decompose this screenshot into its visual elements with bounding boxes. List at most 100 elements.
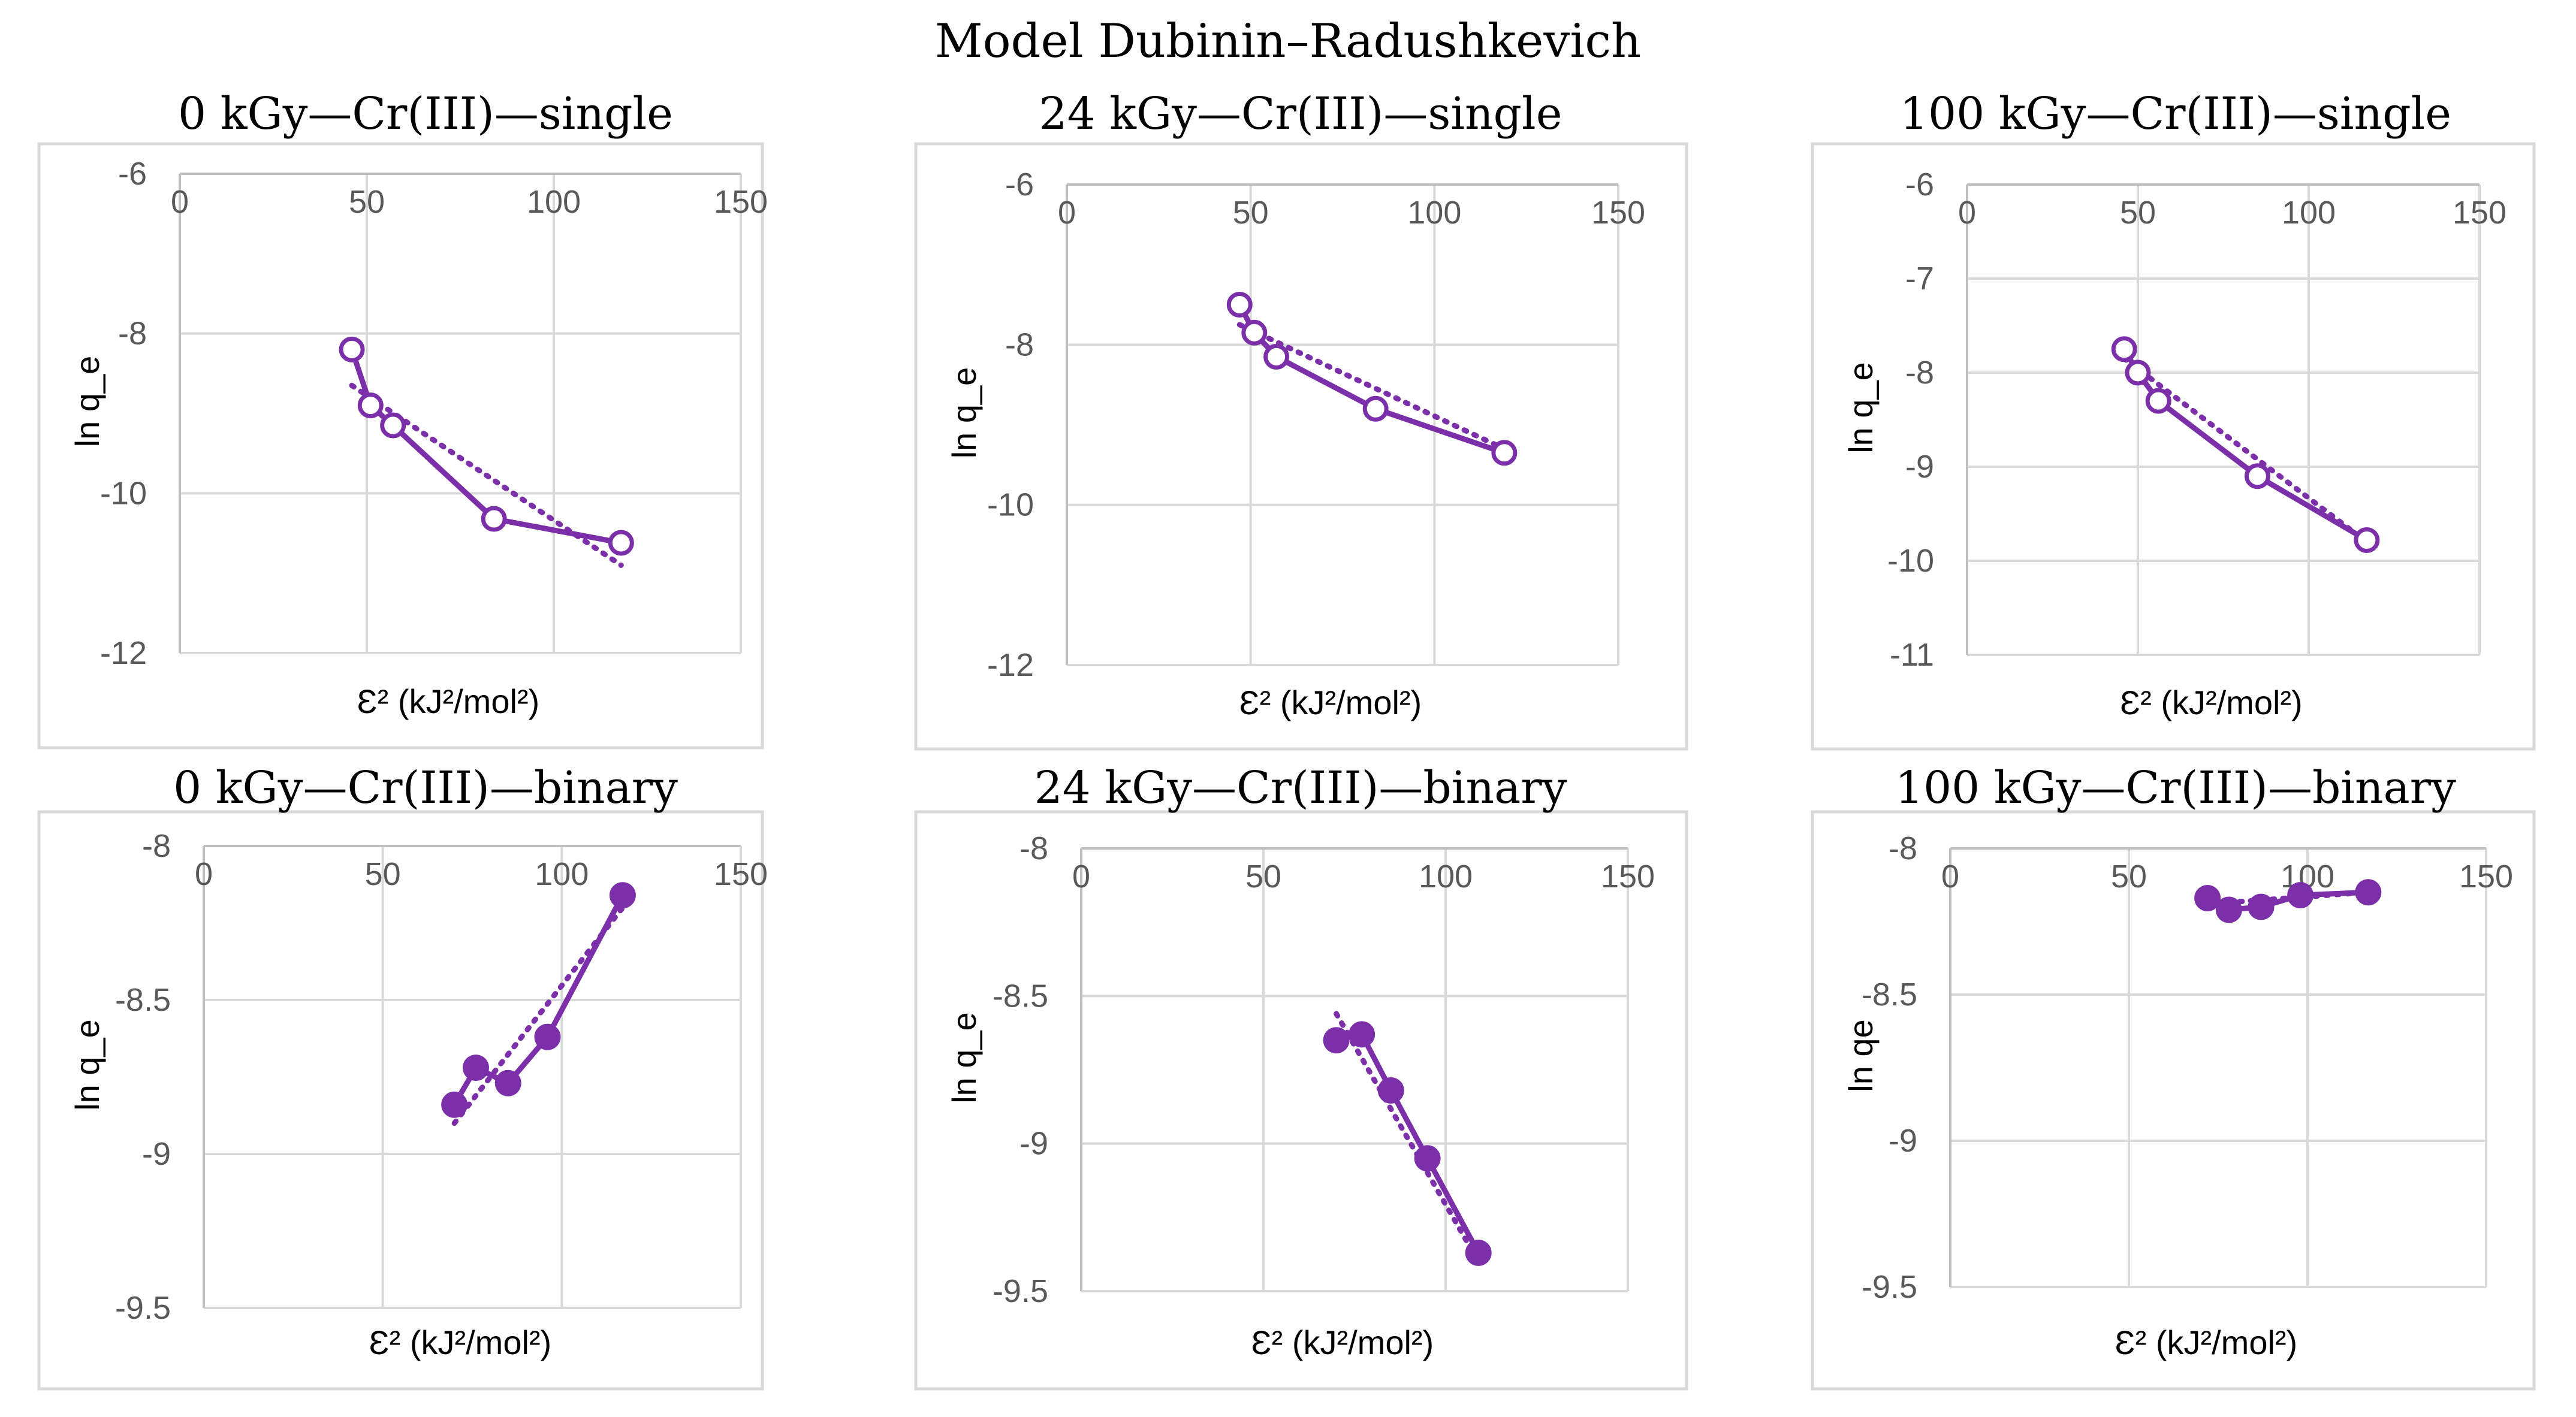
y-tick-label: -9.5 (1862, 1269, 1917, 1305)
data-point (1377, 1077, 1404, 1104)
chart-panel-4: 0 kGy—Cr(III)—binary 0 50 100 150 -8 -8.5 -9 -9.… (37, 762, 768, 1391)
x-tick-label: 0 (171, 184, 189, 220)
data-point (2125, 359, 2151, 386)
chart-panel-1: 0 kGy—Cr(III)—single 0 50 100 150 -6 -8 -10 -12 Ɛ… (37, 88, 768, 750)
y-tick-label: -6 (1905, 167, 1934, 203)
x-axis-label: Ɛ² (kJ²/mol²) (357, 682, 539, 720)
y-tick-label: -12 (100, 635, 147, 671)
y-tick-label: -10 (100, 475, 147, 511)
y-tick-label: -9.5 (993, 1273, 1048, 1309)
x-tick-label: 50 (1233, 195, 1269, 231)
chart-frame (914, 142, 1688, 751)
x-tick-label: 50 (1245, 859, 1281, 895)
x-tick-label: 0 (1958, 195, 1976, 231)
data-point (1465, 1239, 1492, 1266)
x-tick-label: 150 (2453, 195, 2506, 231)
x-tick-label: 100 (535, 856, 589, 892)
x-tick-label: 50 (365, 856, 401, 892)
chart-title: 0 kGy—Cr(III)—single (178, 88, 673, 140)
x-tick-label: 150 (1601, 859, 1655, 895)
chart-panels: 0 kGy—Cr(III)—single 0 50 100 150 -6 -8 -10 -12 Ɛ… (37, 88, 2536, 1391)
y-tick-label: -8 (142, 828, 171, 864)
data-point (608, 530, 634, 556)
chart-frame (1811, 810, 2536, 1391)
data-point (339, 336, 365, 362)
data-point (380, 412, 406, 439)
data-point (609, 882, 636, 909)
y-tick-label: -8 (118, 316, 147, 352)
trendline (2121, 355, 2370, 545)
chart-title: 100 kGy—Cr(III)—single (1900, 88, 2451, 140)
y-tick-label: -9 (1889, 1123, 1917, 1159)
x-axis-label: Ɛ² (kJ²/mol²) (2115, 1324, 2297, 1361)
data-point (1362, 395, 1389, 422)
y-tick-label: -9 (1019, 1126, 1048, 1162)
y-tick-label: -8 (1905, 355, 1934, 391)
y-tick-label: -9 (142, 1136, 171, 1172)
x-axis-label: Ɛ² (kJ²/mol²) (369, 1324, 551, 1361)
x-tick-label: 0 (1058, 195, 1076, 231)
figure-title: Model Dubinin–Radushkevich (935, 14, 1642, 68)
data-point (1323, 1027, 1350, 1054)
data-point (1491, 440, 1518, 466)
chart-title: 100 kGy—Cr(III)—binary (1895, 762, 2456, 814)
x-tick-label: 0 (1072, 859, 1090, 895)
x-tick-label: 150 (1591, 195, 1645, 231)
y-tick-label: -8 (1889, 830, 1917, 866)
data-point (2215, 896, 2242, 923)
chart-frame (37, 810, 764, 1391)
x-tick-label: 100 (2282, 195, 2336, 231)
y-tick-label: -6 (118, 156, 147, 192)
y-tick-label: -6 (1005, 167, 1034, 203)
data-point (1241, 319, 1268, 346)
y-axis-label: ln q_e (945, 1012, 983, 1104)
data-point (2194, 884, 2221, 911)
x-tick-label: 150 (2459, 859, 2513, 895)
data-point (441, 1091, 468, 1118)
x-tick-label: 0 (1941, 859, 1959, 895)
x-tick-label: 50 (2120, 195, 2156, 231)
data-point (494, 1069, 521, 1096)
y-tick-label: -8.5 (115, 982, 171, 1018)
y-tick-label: -9 (1905, 449, 1934, 485)
data-point (2287, 882, 2314, 909)
y-tick-label: -8 (1019, 830, 1048, 866)
data-point (481, 506, 507, 532)
y-tick-label: -8.5 (1862, 977, 1917, 1013)
x-tick-label: 150 (714, 184, 768, 220)
data-point (1349, 1021, 1376, 1048)
x-tick-label: 100 (527, 184, 581, 220)
data-point (1414, 1145, 1441, 1172)
x-tick-label: 100 (1407, 195, 1461, 231)
data-point (2355, 879, 2382, 906)
x-tick-label: 50 (2111, 859, 2147, 895)
y-axis-label: ln q_e (1842, 362, 1880, 454)
y-tick-label: -9.5 (115, 1290, 171, 1326)
y-axis-label: ln q_e (68, 1019, 106, 1111)
y-axis-label: ln qe (1842, 1019, 1880, 1092)
data-point (2145, 388, 2171, 414)
y-tick-label: -7 (1905, 261, 1934, 297)
data-point (2354, 527, 2380, 553)
data-point (1226, 292, 1253, 318)
y-axis-label: ln q_e (68, 356, 106, 448)
data-point (1263, 343, 1290, 370)
chart-title: 0 kGy—Cr(III)—binary (173, 762, 678, 814)
data-point (357, 392, 384, 419)
x-axis-label: Ɛ² (kJ²/mol²) (1239, 684, 1422, 721)
chart-title: 24 kGy—Cr(III)—binary (1034, 762, 1567, 814)
x-tick-label: 100 (1419, 859, 1473, 895)
y-axis-label: ln q_e (945, 367, 983, 459)
x-tick-label: 50 (349, 184, 385, 220)
x-tick-label: 0 (195, 856, 213, 892)
chart-frame (914, 810, 1688, 1391)
y-tick-label: -10 (1887, 543, 1934, 579)
chart-panel-5: 24 kGy—Cr(III)—binary 0 50 100 150 -8 -8.5 -9 -9… (914, 762, 1688, 1391)
y-tick-label: -8 (1005, 327, 1034, 362)
data-point (462, 1055, 489, 1081)
chart-frame (1811, 142, 2536, 751)
data-point (534, 1023, 561, 1050)
data-point (2245, 463, 2270, 490)
